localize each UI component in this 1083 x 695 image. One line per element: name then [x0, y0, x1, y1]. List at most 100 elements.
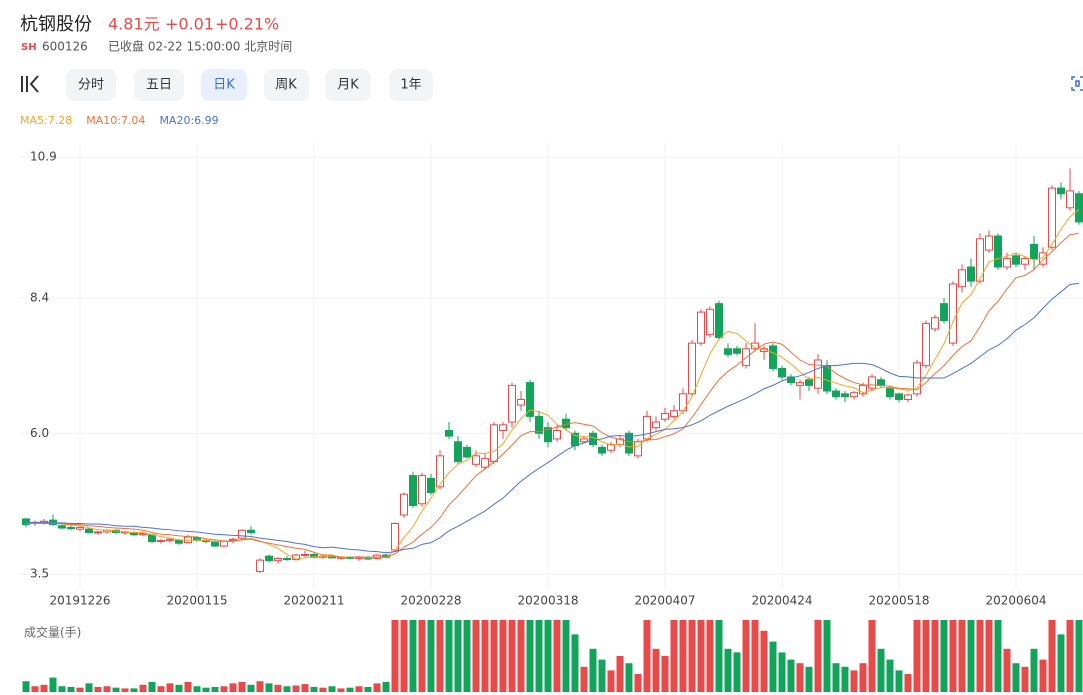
tab[interactable]: 五日: [134, 69, 184, 101]
tab-label: 1年: [400, 78, 421, 93]
volume-bar: [112, 687, 120, 692]
volume-bar: [985, 620, 993, 692]
candle-body: [877, 379, 885, 386]
exchange-badge: SH: [21, 42, 37, 53]
candle-body: [517, 398, 525, 406]
tab[interactable]: 月K: [325, 69, 371, 101]
candle-body: [733, 348, 741, 354]
candle-body: [796, 382, 804, 386]
volume-bar: [490, 620, 498, 692]
x-tick-label: 20200604: [985, 594, 1046, 608]
stock-name: 杭钢股份: [20, 14, 92, 35]
tab-background: [325, 69, 371, 101]
candle-body: [769, 345, 777, 369]
icon-bar: [26, 76, 28, 92]
volume-bar: [832, 663, 840, 692]
volume-bar: [238, 681, 246, 692]
candle-body: [607, 444, 615, 451]
candle-body: [715, 303, 723, 338]
volume-bar: [355, 686, 363, 692]
candle-body: [985, 235, 993, 251]
tab[interactable]: 分时: [66, 69, 116, 101]
candle-body: [625, 432, 633, 454]
volume-bar: [904, 674, 912, 692]
ma-line: [26, 209, 1080, 560]
volume-bar: [841, 666, 849, 692]
volume-bar: [517, 620, 525, 692]
tab[interactable]: 1年: [389, 69, 433, 101]
candle-body: [193, 537, 201, 541]
candle-body: [1003, 258, 1011, 268]
candle-body: [958, 269, 966, 288]
volume-bar: [580, 666, 588, 692]
volume-bar: [481, 620, 489, 692]
x-tick-label: 20200228: [400, 594, 461, 608]
tab[interactable]: 周K: [264, 69, 309, 101]
candle-body: [643, 415, 651, 440]
candle-body: [229, 538, 237, 541]
volume-bar: [346, 687, 354, 692]
volume-bar: [1066, 620, 1074, 692]
volume-bar: [1021, 666, 1029, 692]
candle-body: [274, 557, 282, 562]
candle-body: [436, 455, 444, 488]
volume-bar: [625, 663, 633, 692]
volume-bar: [724, 648, 732, 692]
volume-bar: [274, 684, 282, 692]
volume-bar: [1075, 620, 1083, 692]
y-tick-label: 6.0: [30, 426, 49, 440]
volume-bar: [130, 688, 138, 692]
volume-bar: [148, 681, 156, 692]
volume-bar: [454, 620, 462, 692]
volume-bar: [886, 659, 894, 692]
volume-bar: [256, 681, 264, 692]
volume-bar: [283, 686, 291, 692]
volume-bar: [337, 688, 345, 692]
volume-bar: [364, 686, 372, 692]
volume-bar: [1003, 648, 1011, 692]
volume-bar: [742, 620, 750, 692]
price-change: +0.01: [165, 15, 214, 34]
volume-bar: [679, 620, 687, 692]
volume-bar: [184, 681, 192, 692]
volume-bar: [976, 620, 984, 692]
volume-bar: [850, 670, 858, 692]
stock-code: 600126: [42, 40, 88, 54]
ma-line: [26, 282, 1080, 554]
candle-body: [1021, 258, 1029, 265]
candle-body: [58, 525, 66, 529]
volume-bar: [868, 620, 876, 692]
candle-body: [463, 446, 471, 458]
candle-body: [724, 348, 732, 355]
candle-body: [580, 438, 588, 443]
volume-bar: [1030, 648, 1038, 692]
volume-bar: [418, 620, 426, 692]
tab-label: 日K: [213, 78, 235, 93]
candle-body: [256, 559, 264, 572]
tab[interactable]: 日K: [201, 69, 247, 101]
candle-body: [535, 415, 543, 434]
volume-label: 成交量(手): [24, 625, 81, 640]
volume-bar: [85, 683, 93, 692]
candle-body: [175, 539, 183, 544]
candle-body: [166, 538, 174, 541]
volume-bar: [400, 620, 408, 692]
volume-bar: [814, 620, 822, 692]
x-tick-label: 20200518: [868, 594, 929, 608]
volume-bar: [94, 686, 102, 692]
kline-icon[interactable]: [21, 75, 39, 93]
candle-body: [814, 359, 822, 389]
volume-bar: [265, 683, 273, 692]
volume-bar: [634, 674, 642, 692]
candle-body: [904, 394, 912, 400]
volume-bar: [715, 620, 723, 692]
volume-bar: [310, 686, 318, 692]
volume-bar: [499, 620, 507, 692]
candle-body: [859, 384, 867, 395]
fullscreen-icon[interactable]: [1071, 76, 1083, 91]
volume-bar: [805, 666, 813, 692]
candle-body: [931, 317, 939, 330]
tab-background: [134, 69, 184, 101]
volume-bar: [121, 688, 129, 692]
volume-bar: [391, 620, 399, 692]
